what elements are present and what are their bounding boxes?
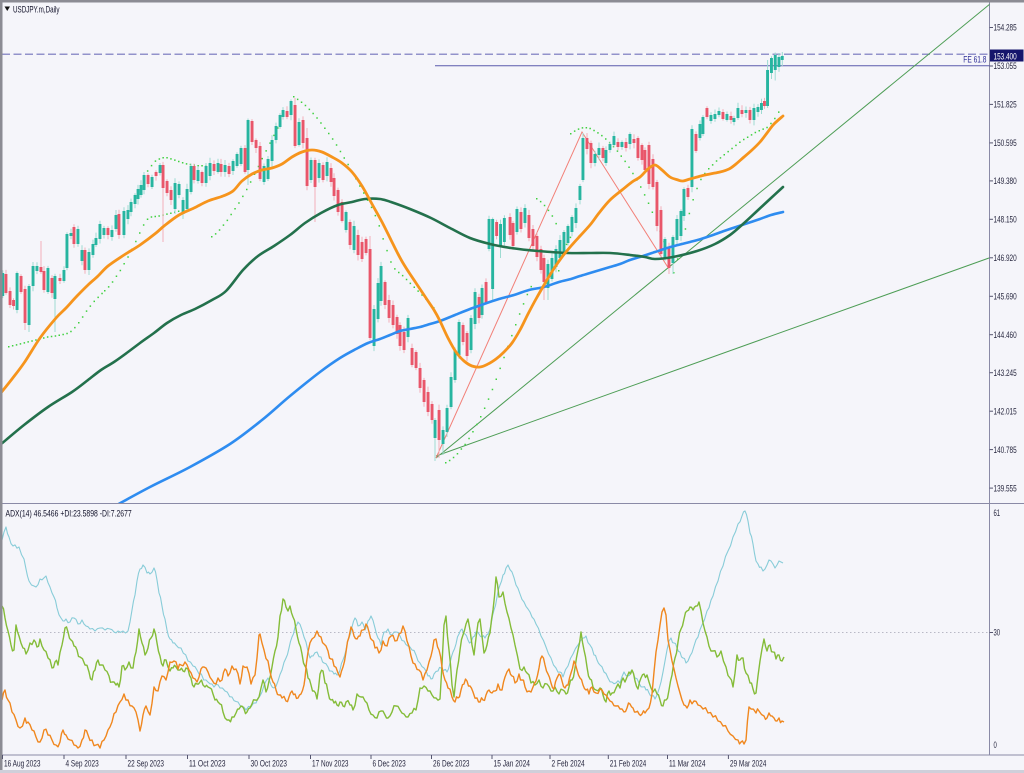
svg-text:150.595: 150.595: [994, 138, 1017, 149]
svg-text:15 Jan 2024: 15 Jan 2024: [494, 758, 531, 769]
svg-text:149.380: 149.380: [994, 176, 1017, 187]
svg-text:154.285: 154.285: [994, 23, 1017, 34]
svg-text:11 Oct 2023: 11 Oct 2023: [189, 758, 226, 769]
svg-text:30: 30: [994, 628, 1001, 639]
svg-text:142.015: 142.015: [994, 406, 1017, 417]
svg-text:153.055: 153.055: [994, 61, 1017, 72]
svg-text:16 Aug 2023: 16 Aug 2023: [4, 758, 41, 769]
svg-text:FE 61.8: FE 61.8: [963, 55, 986, 66]
svg-text:143.245: 143.245: [994, 368, 1017, 379]
svg-text:USDJPY.m,Daily: USDJPY.m,Daily: [13, 5, 60, 16]
svg-text:151.825: 151.825: [994, 100, 1017, 111]
svg-text:21 Feb 2024: 21 Feb 2024: [610, 758, 647, 769]
svg-text:22 Sep 2023: 22 Sep 2023: [128, 758, 165, 769]
svg-text:144.460: 144.460: [994, 330, 1017, 341]
svg-text:153.400: 153.400: [994, 51, 1017, 62]
svg-text:139.555: 139.555: [994, 483, 1017, 494]
svg-text:0: 0: [994, 740, 997, 751]
svg-text:26 Dec 2023: 26 Dec 2023: [433, 758, 470, 769]
svg-text:17 Nov 2023: 17 Nov 2023: [312, 758, 349, 769]
svg-text:4 Sep 2023: 4 Sep 2023: [66, 758, 99, 769]
svg-text:ADX(14) 46.5466 +DI:23.5898 -D: ADX(14) 46.5466 +DI:23.5898 -DI:7.2677: [6, 509, 132, 520]
svg-text:30 Oct 2023: 30 Oct 2023: [251, 758, 288, 769]
svg-text:11 Mar 2024: 11 Mar 2024: [669, 758, 706, 769]
svg-text:29 Mar 2024: 29 Mar 2024: [730, 758, 767, 769]
svg-text:140.785: 140.785: [994, 445, 1017, 456]
svg-text:6 Dec 2023: 6 Dec 2023: [373, 758, 406, 769]
svg-text:146.920: 146.920: [994, 253, 1017, 264]
svg-text:145.690: 145.690: [994, 291, 1017, 302]
svg-text:2 Feb 2024: 2 Feb 2024: [552, 758, 585, 769]
svg-text:61: 61: [994, 508, 1001, 519]
svg-text:148.150: 148.150: [994, 215, 1017, 226]
